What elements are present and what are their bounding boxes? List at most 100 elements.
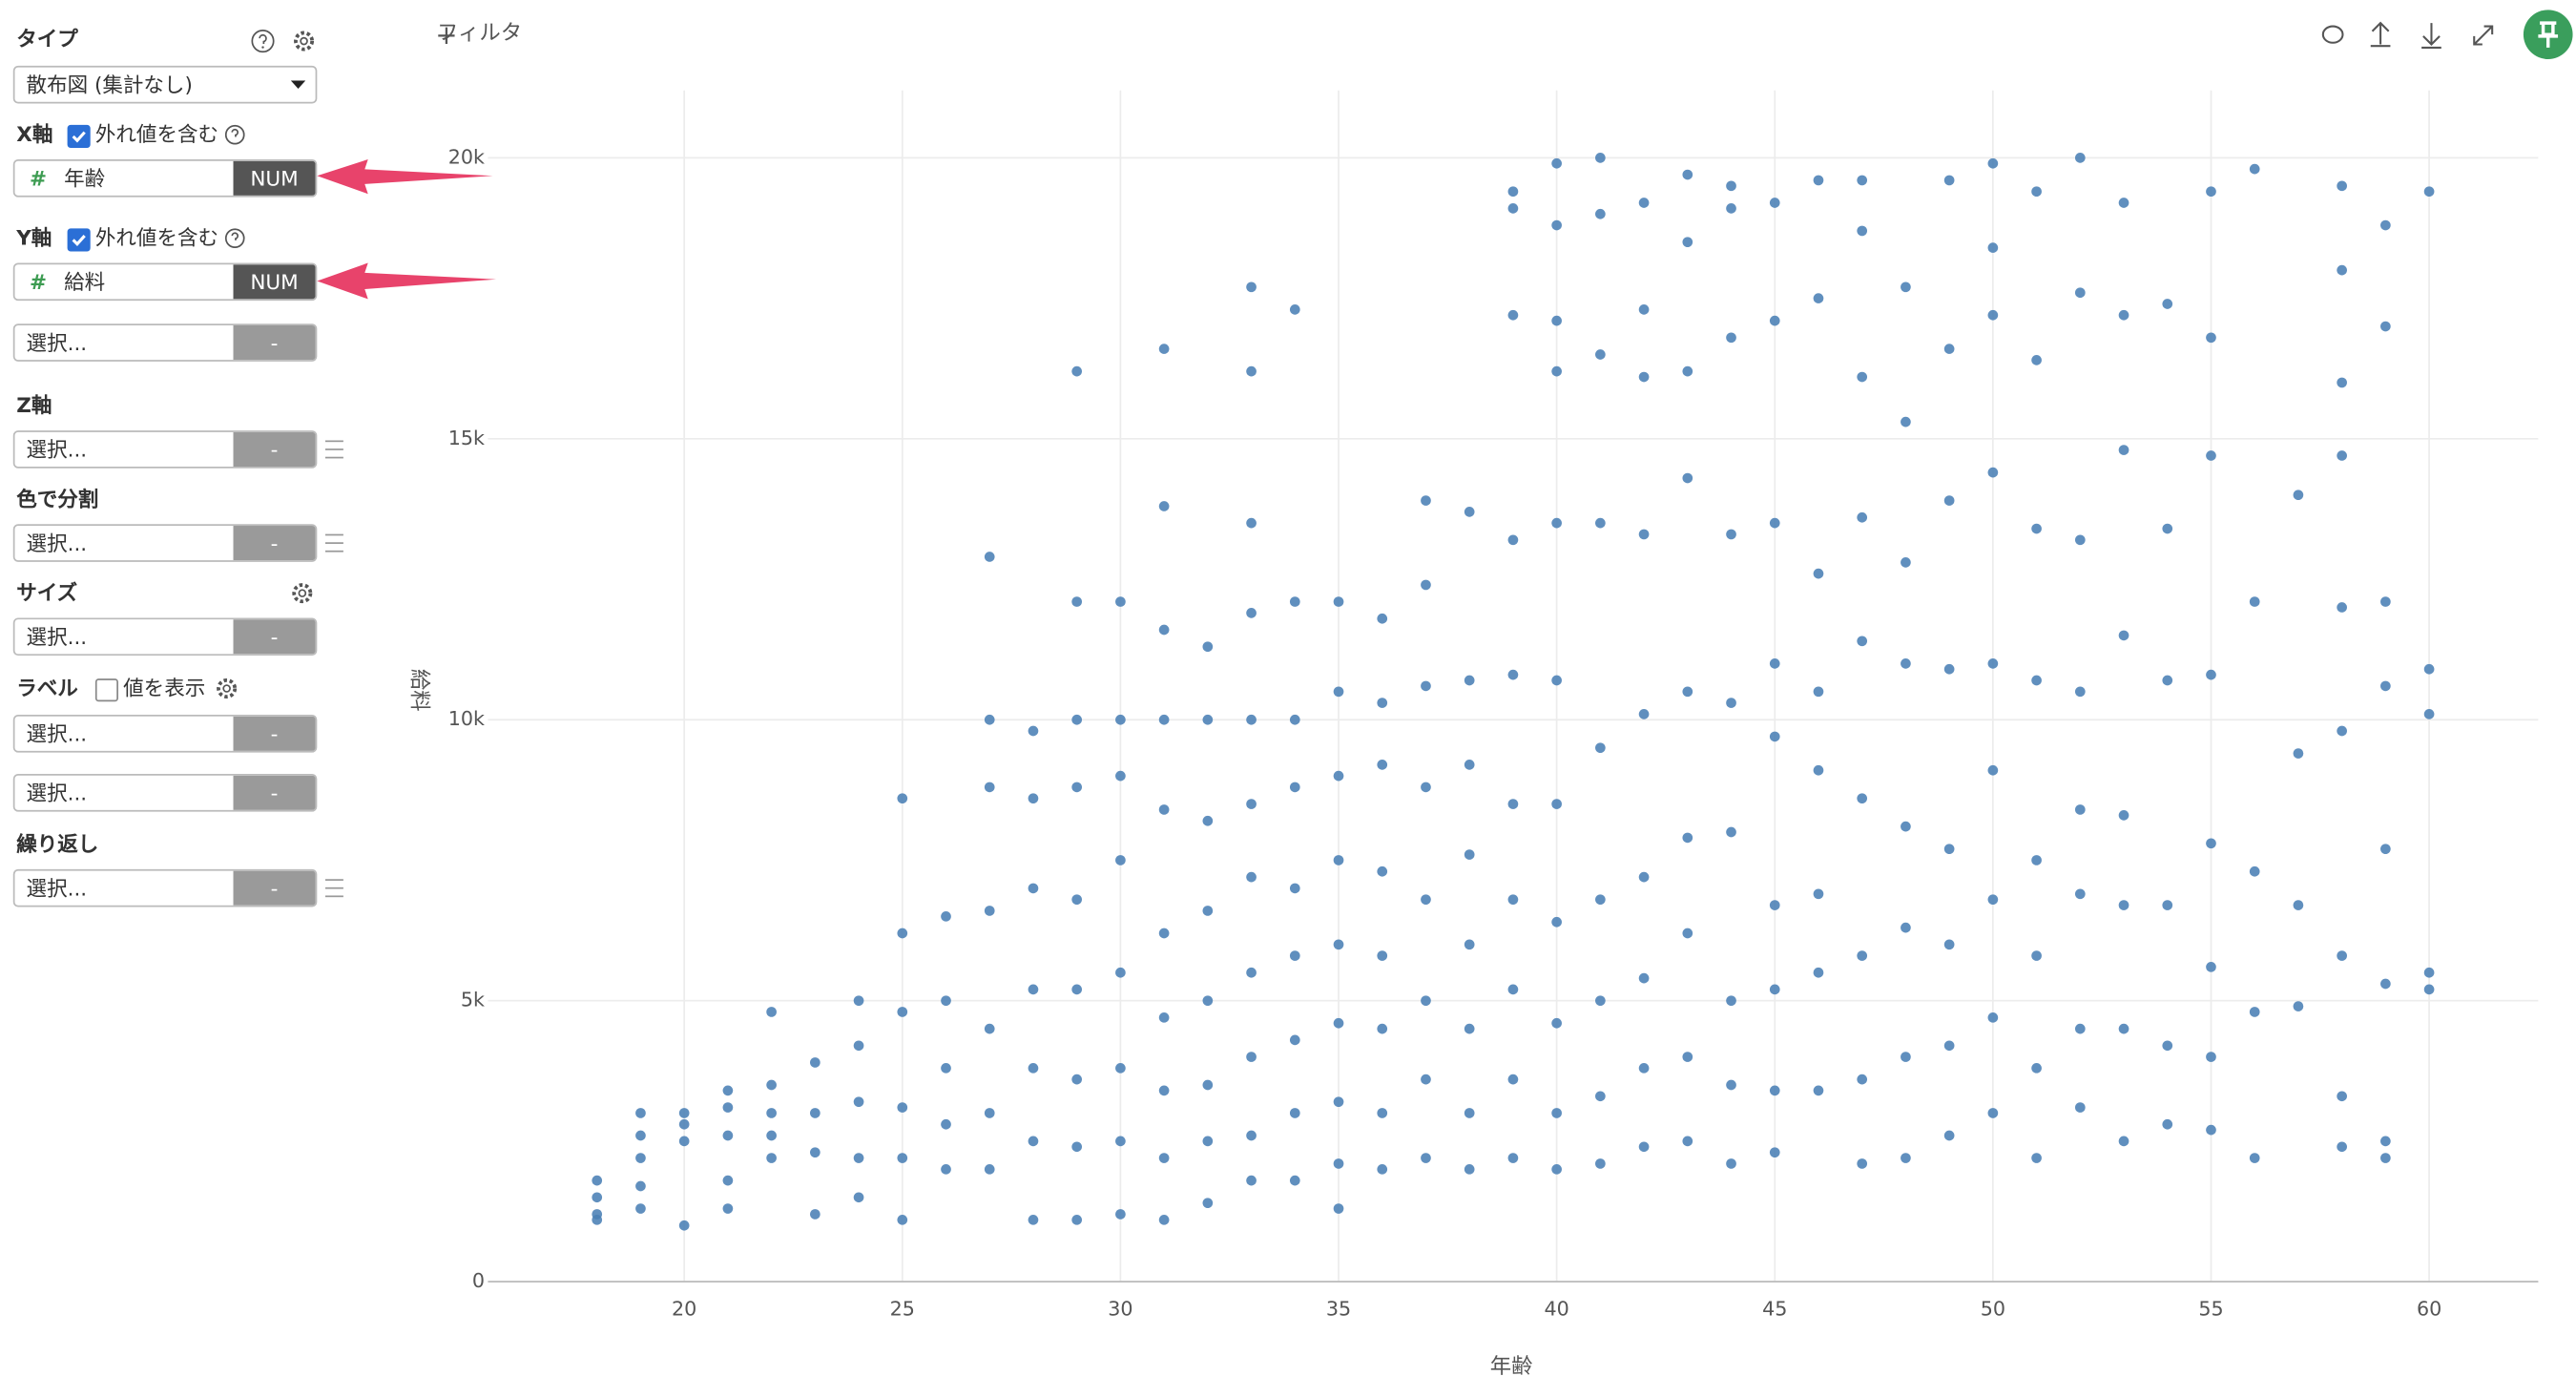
point — [2249, 865, 2260, 877]
expand-icon[interactable] — [2473, 25, 2494, 46]
point — [853, 1040, 864, 1052]
point — [635, 1153, 646, 1163]
point — [1246, 517, 1257, 529]
point — [1901, 821, 1911, 832]
select-box[interactable]: 選択... - — [12, 715, 318, 753]
y-tick-label: 0 — [472, 1269, 485, 1292]
point — [2074, 534, 2086, 546]
type-select[interactable]: 散布図 (集計なし) — [12, 65, 318, 104]
point — [1246, 871, 1257, 883]
point — [897, 1007, 908, 1017]
point — [1857, 225, 1868, 237]
checkbox[interactable] — [94, 678, 118, 702]
point — [1115, 714, 1126, 725]
filter-plus[interactable]: + — [435, 20, 457, 51]
point — [1158, 804, 1170, 815]
point — [1943, 344, 1955, 354]
point — [722, 1203, 734, 1214]
point — [1638, 1141, 1650, 1153]
point — [1901, 416, 1911, 427]
point — [1158, 928, 1170, 939]
pin-icon — [2538, 21, 2559, 48]
point — [2031, 186, 2042, 198]
point — [1115, 1136, 1126, 1147]
point — [1551, 219, 1562, 231]
point — [1638, 198, 1650, 208]
filter-button[interactable]: フィルタ — [437, 21, 523, 47]
point — [2380, 219, 2391, 231]
point — [678, 1108, 690, 1118]
select-box[interactable]: 選択... - — [12, 617, 318, 657]
point — [2337, 377, 2347, 388]
select-box[interactable]: 選択... - — [12, 868, 318, 907]
point — [984, 714, 995, 725]
select-box[interactable]: 選択... - — [12, 430, 318, 469]
point — [1333, 1096, 1344, 1108]
upload-icon[interactable] — [2370, 21, 2391, 48]
checkbox[interactable] — [67, 228, 91, 252]
point — [2118, 1136, 2129, 1147]
point — [722, 1175, 734, 1186]
point — [2162, 1118, 2173, 1130]
select-box[interactable]: 選択... - — [12, 774, 318, 812]
point — [1813, 568, 1824, 579]
point — [1595, 742, 1606, 754]
point — [1289, 1108, 1300, 1118]
point — [1421, 995, 1431, 1007]
download-icon[interactable] — [2421, 23, 2441, 49]
point — [1943, 495, 1955, 506]
settings-icon[interactable] — [289, 580, 316, 607]
point — [1028, 725, 1039, 737]
point — [1158, 344, 1170, 354]
point — [1289, 883, 1300, 894]
point — [1726, 529, 1736, 540]
checkbox[interactable] — [67, 124, 91, 148]
point — [2074, 1102, 2086, 1113]
point — [1246, 799, 1257, 809]
point — [897, 928, 908, 939]
menu-icon[interactable] — [324, 533, 343, 553]
points — [592, 153, 2435, 1231]
comment-icon[interactable] — [2321, 25, 2344, 44]
field-box[interactable]: # 年齢 NUM — [12, 159, 318, 198]
point — [2118, 900, 2129, 910]
point — [984, 782, 995, 793]
point — [1901, 922, 1911, 933]
point — [1421, 579, 1431, 591]
point — [853, 1096, 864, 1108]
select-box[interactable]: 選択... - — [12, 323, 318, 362]
y-tick-label: 15k — [448, 427, 485, 449]
point — [2074, 804, 2086, 815]
point — [1769, 900, 1780, 910]
point — [1987, 894, 1999, 906]
point — [2380, 680, 2391, 692]
help-icon[interactable] — [223, 227, 246, 250]
point — [1202, 1079, 1214, 1091]
help-icon[interactable] — [223, 123, 246, 146]
point — [897, 1214, 908, 1225]
menu-icon[interactable] — [324, 440, 343, 459]
point — [1246, 365, 1257, 377]
point — [1246, 1130, 1257, 1141]
point — [1987, 658, 1999, 669]
point — [2337, 180, 2347, 192]
select-tag: - — [233, 870, 316, 906]
point — [1507, 186, 1519, 198]
settings-icon[interactable] — [214, 676, 240, 702]
numeric-icon: # — [29, 165, 48, 191]
point — [1857, 511, 1868, 523]
point — [1813, 764, 1824, 776]
select-box[interactable]: 選択... - — [12, 524, 318, 562]
point — [678, 1118, 690, 1130]
point — [1551, 1017, 1562, 1029]
point — [2031, 1063, 2042, 1074]
point — [1115, 855, 1126, 865]
field-box[interactable]: # 給料 NUM — [12, 262, 318, 302]
menu-icon[interactable] — [324, 879, 343, 898]
help-settings-icons[interactable] — [250, 28, 322, 54]
point — [2423, 186, 2435, 198]
point — [766, 1130, 777, 1141]
point — [1507, 203, 1519, 214]
point — [1682, 472, 1693, 484]
